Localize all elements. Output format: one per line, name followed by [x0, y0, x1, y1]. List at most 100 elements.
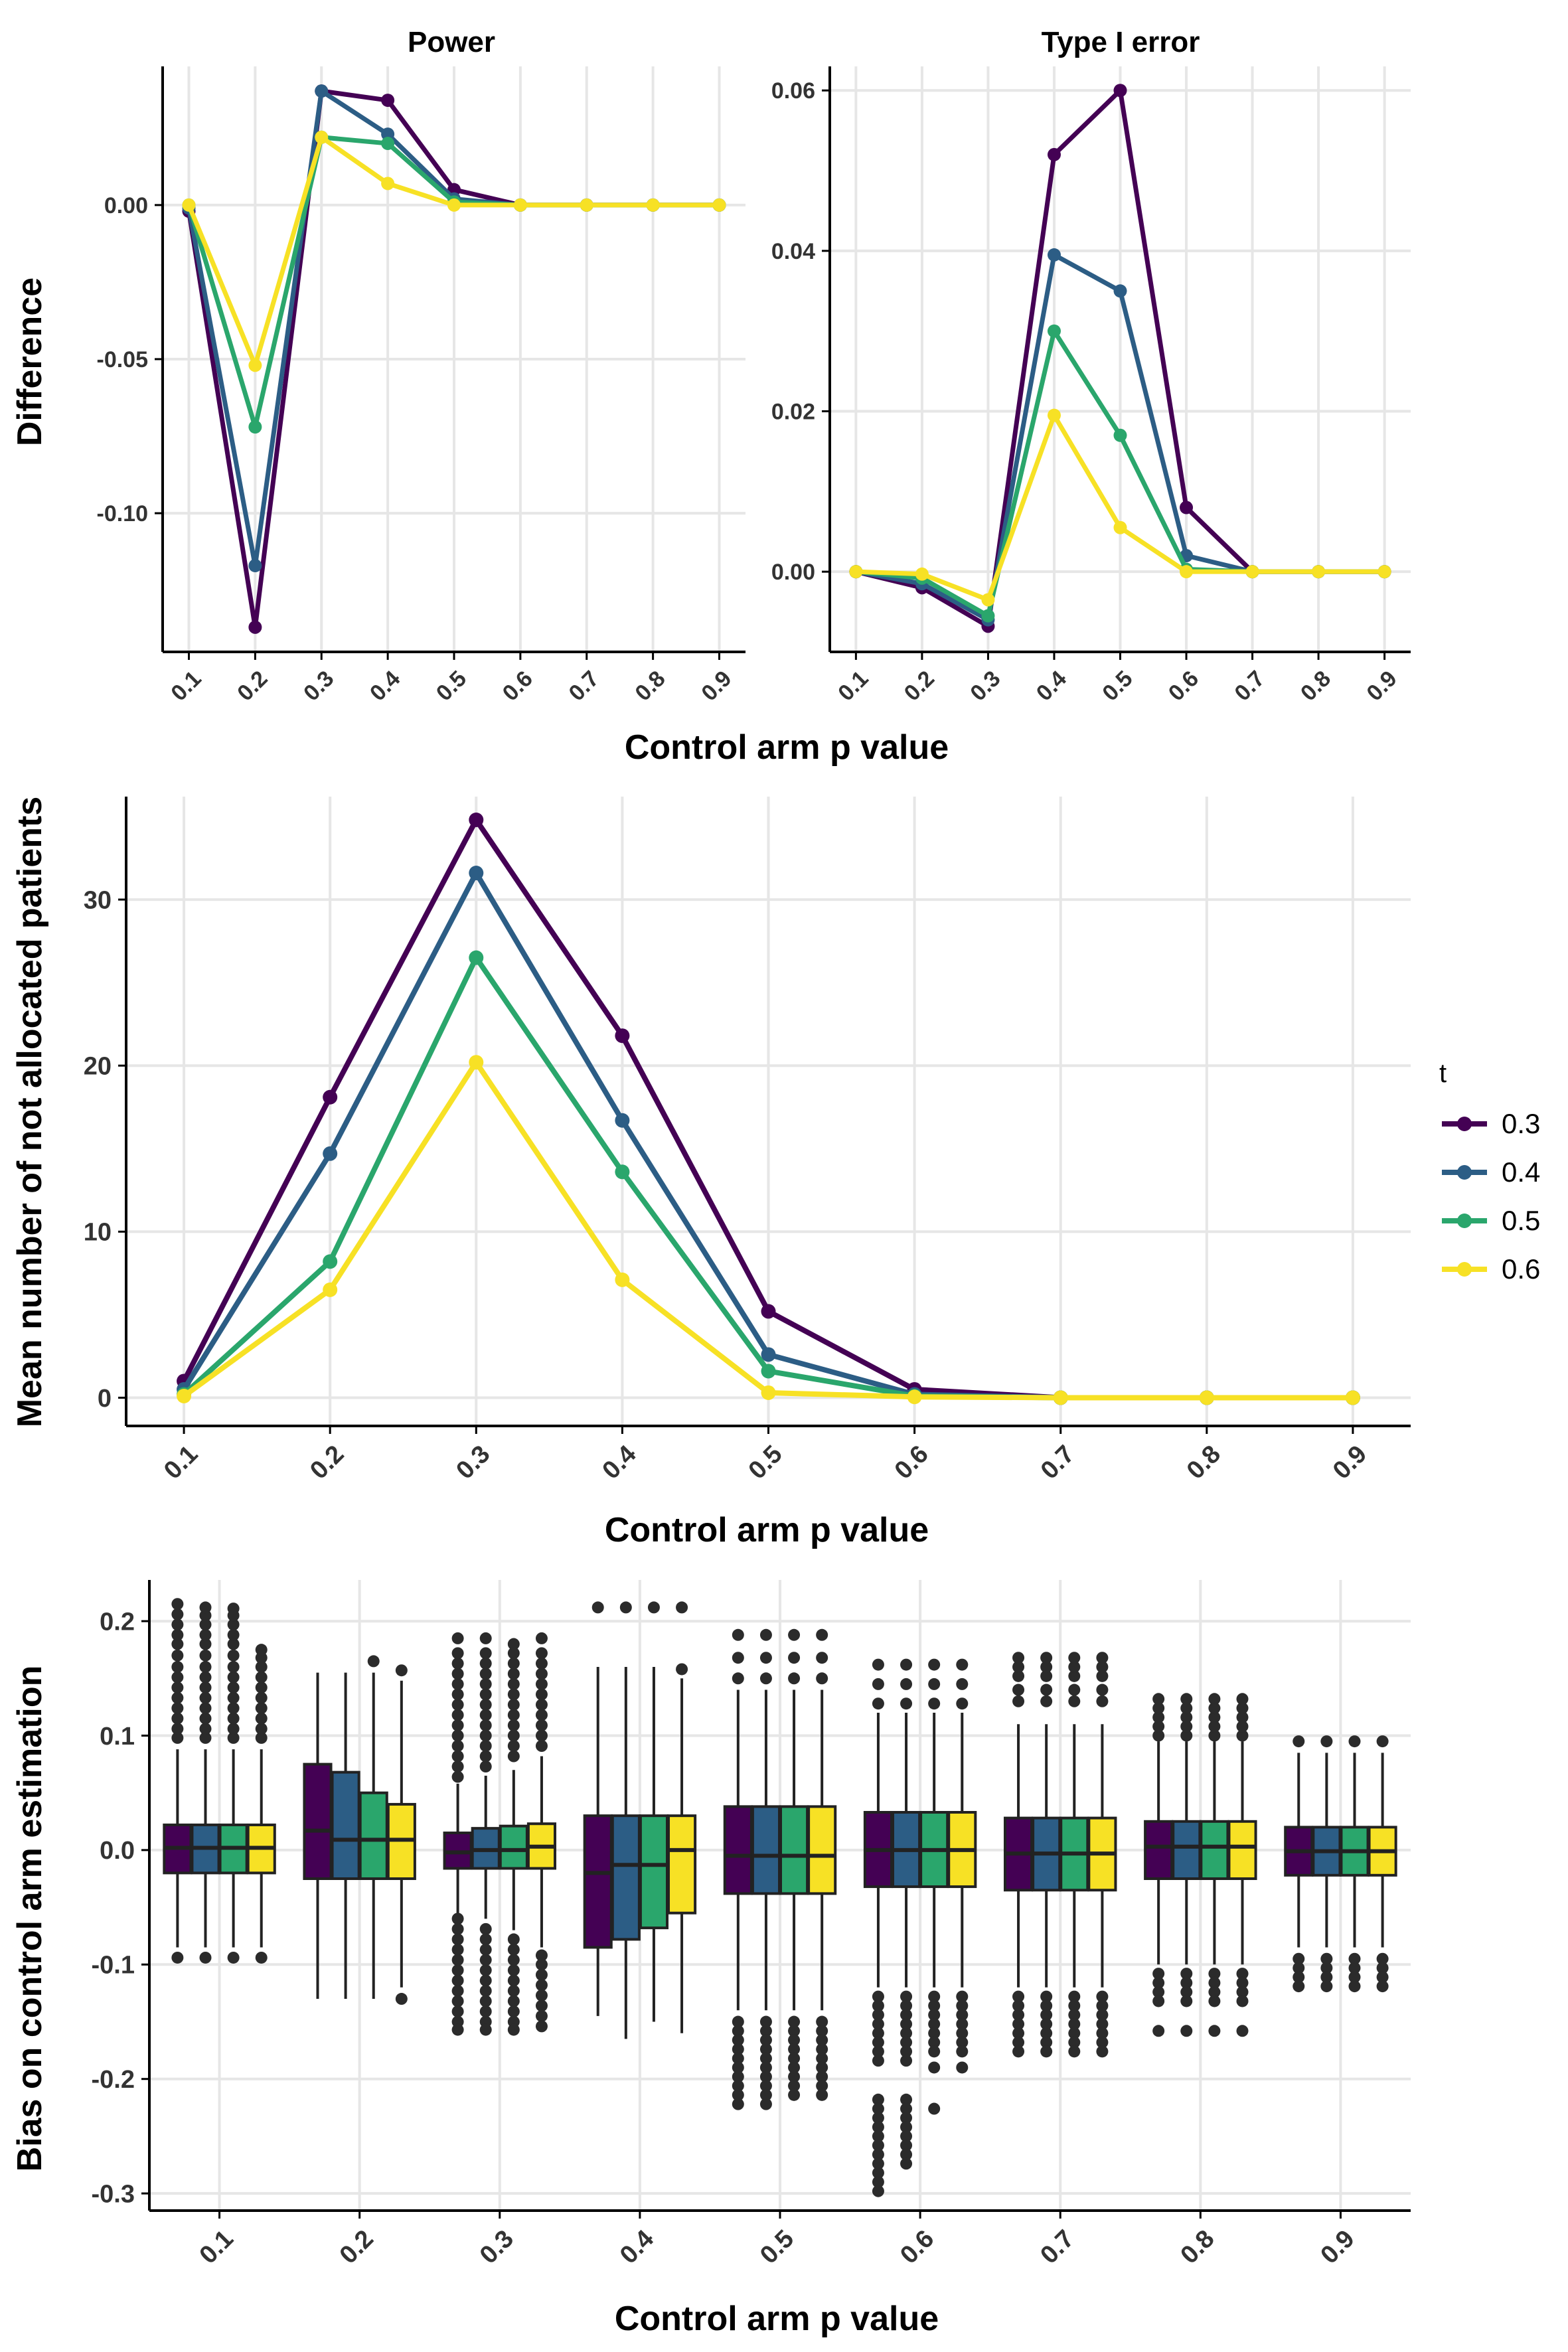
outlier-point: [619, 1601, 632, 1614]
outlier-point: [227, 1951, 240, 1964]
outlier-point: [1208, 1968, 1221, 1980]
outlier-point: [171, 1723, 184, 1735]
x-tick-label: 0.7: [1229, 666, 1269, 706]
box-0.2-0.3: [303, 1763, 333, 1880]
outlier-point: [451, 1770, 464, 1783]
x-tick-label: 0.1: [159, 1441, 203, 1485]
outlier-point: [732, 2052, 744, 2065]
outlier-point: [227, 1682, 240, 1694]
outlier-point: [199, 1723, 212, 1735]
outlier-point: [535, 1719, 548, 1731]
x-tick-label: 0.4: [1032, 666, 1071, 706]
y-tick-label: 0: [98, 1385, 112, 1413]
outlier-point: [900, 2112, 913, 2124]
outlier-point: [788, 2080, 801, 2092]
outlier-point: [900, 2009, 913, 2021]
outlier-point: [255, 1661, 268, 1674]
outlier-point: [507, 1964, 520, 1976]
outlier-point: [759, 1628, 772, 1641]
outlier-point: [759, 2080, 772, 2092]
outlier-point: [1293, 1980, 1305, 1993]
outlier-point: [928, 1658, 941, 1671]
outlier-point: [872, 2055, 884, 2067]
outlier-point: [900, 1658, 913, 1671]
outlier-point: [535, 2009, 548, 2022]
outlier-point: [395, 1664, 408, 1677]
outlier-point: [872, 1990, 884, 2003]
outlier-point: [1208, 1976, 1221, 1989]
outlier-point: [928, 1990, 941, 2003]
outlier-point: [199, 1702, 212, 1715]
legend-label: 0.3: [1502, 1108, 1540, 1139]
data-point: [712, 198, 726, 212]
x-tick-label: 0.5: [744, 1441, 788, 1485]
outlier-point: [255, 1682, 268, 1694]
outlier-point: [255, 1723, 268, 1735]
outlier-point: [956, 2061, 969, 2074]
outlier-point: [1180, 1702, 1193, 1715]
data-point: [646, 198, 660, 212]
box-0.5-0.4: [751, 1805, 781, 1895]
x-tick-label: 0.8: [1182, 1441, 1226, 1485]
outlier-point: [1068, 2036, 1081, 2049]
data-point: [761, 1364, 776, 1379]
outlier-point: [1096, 1999, 1109, 2012]
outlier-point: [1152, 1702, 1165, 1715]
outlier-point: [535, 1958, 548, 1971]
outlier-point: [759, 2061, 772, 2074]
outlier-point: [199, 1712, 212, 1725]
type1-panel: 0.00 0.02 0.04 0.06 0.1 0.2 0.3 0.4 0.5 0.6 0.7 0.8…: [771, 66, 1411, 706]
outlier-point: [1236, 1995, 1249, 2007]
outlier-point: [171, 1691, 184, 1704]
outlier-point: [732, 1652, 744, 1664]
data-point: [1047, 248, 1061, 262]
outlier-point: [199, 1601, 212, 1614]
data-point: [513, 198, 527, 212]
outlier-point: [1096, 1684, 1109, 1696]
outlier-point: [535, 1668, 548, 1680]
outlier-point: [199, 1951, 212, 1964]
outlier-point: [872, 2102, 884, 2115]
outlier-point: [956, 1658, 969, 1671]
data-point: [849, 565, 863, 579]
outlier-point: [451, 1995, 464, 2007]
outlier-point: [1152, 1968, 1165, 1980]
outlier-point: [759, 2034, 772, 2047]
data-point: [1245, 565, 1259, 579]
outlier-point: [1152, 2025, 1165, 2037]
outlier-point: [816, 1672, 828, 1685]
x-tick-label: 0.2: [305, 1441, 349, 1485]
outlier-point: [732, 1672, 744, 1685]
outlier-point: [1348, 1971, 1361, 1984]
outlier-point: [1068, 1661, 1081, 1674]
data-point: [248, 358, 262, 372]
outlier-point: [451, 1668, 464, 1680]
outlier-point: [227, 1603, 240, 1615]
outlier-point: [759, 2052, 772, 2065]
outlier-point: [479, 1995, 492, 2007]
y-tick-label: 0.02: [771, 399, 815, 424]
outlier-point: [479, 1984, 492, 1997]
outlier-point: [928, 1678, 941, 1690]
box-0.5-0.6: [807, 1805, 837, 1895]
outlier-point: [367, 1655, 380, 1668]
box-0.4-0.3: [583, 1814, 613, 1949]
outlier-point: [507, 1974, 520, 1987]
outlier-point: [507, 1995, 520, 2007]
outlier-point: [816, 2025, 828, 2037]
outlier-point: [732, 2025, 744, 2037]
outlier-point: [479, 1974, 492, 1987]
outlier-point: [928, 2017, 941, 2030]
outlier-point: [171, 1702, 184, 1715]
outlier-point: [255, 1671, 268, 1684]
x-tick-label: 0.3: [475, 2225, 519, 2270]
outlier-point: [872, 2121, 884, 2134]
outlier-point: [900, 1697, 913, 1710]
outlier-point: [451, 1761, 464, 1773]
outlier-point: [1012, 2045, 1025, 2058]
outlier-point: [872, 2112, 884, 2124]
outlier-point: [479, 1698, 492, 1711]
x-tick-label: 0.8: [630, 666, 670, 706]
data-point: [1345, 1390, 1360, 1405]
